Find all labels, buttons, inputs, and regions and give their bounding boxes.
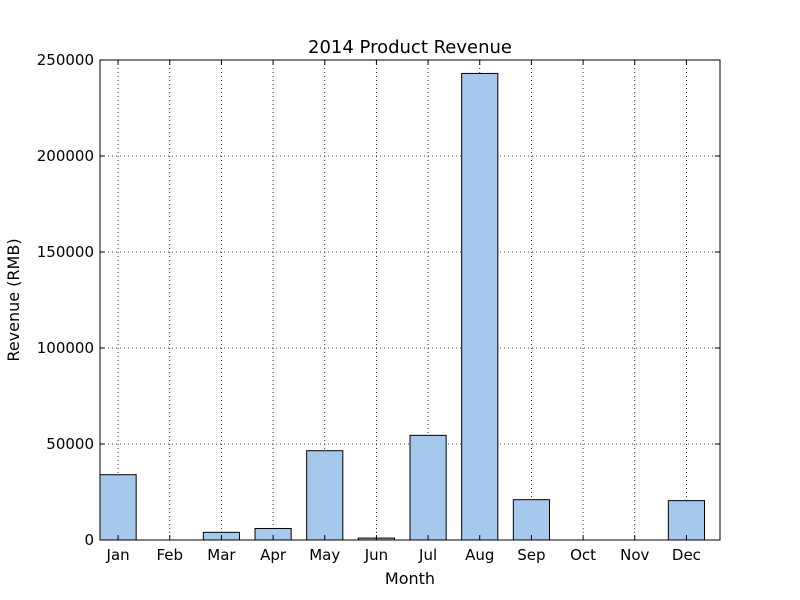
y-tick-label: 0 [84, 531, 94, 549]
x-tick-label: Aug [465, 546, 494, 564]
x-tick-label: Jun [364, 546, 388, 564]
x-tick-label: Feb [156, 546, 183, 564]
x-tick-label: Dec [672, 546, 701, 564]
x-tick-label: Nov [620, 546, 649, 564]
x-tick-label: Jan [106, 546, 130, 564]
bar-aug [461, 72, 499, 541]
y-tick-label: 150000 [37, 243, 94, 261]
y-tick-label: 100000 [37, 339, 94, 357]
x-tick-label: Mar [207, 546, 236, 564]
bars [99, 72, 705, 541]
y-tick-label: 50000 [46, 435, 94, 453]
plot-frame [99, 59, 721, 541]
bar-jul [409, 434, 447, 541]
x-tick-label: Apr [260, 546, 287, 564]
bar-dec [667, 500, 705, 541]
y-tick-label: 200000 [37, 147, 94, 165]
bar-may [306, 450, 344, 541]
bar-sep [512, 499, 550, 541]
x-tick-label: Jul [418, 546, 437, 564]
y-tick-label: 250000 [37, 51, 94, 69]
x-axis-label: Month [385, 569, 435, 588]
x-tick-label: Sep [517, 546, 545, 564]
grid-lines [100, 60, 720, 540]
axis-ticks: 0 50000 100000 150000 200000 250000 Jan Feb Mar A… [37, 51, 720, 564]
y-axis-label: Revenue (RMB) [4, 238, 23, 361]
x-tick-label: Oct [570, 546, 596, 564]
bar-jan [99, 474, 137, 541]
x-tick-label: May [309, 546, 340, 564]
chart-title: 2014 Product Revenue [308, 37, 512, 58]
